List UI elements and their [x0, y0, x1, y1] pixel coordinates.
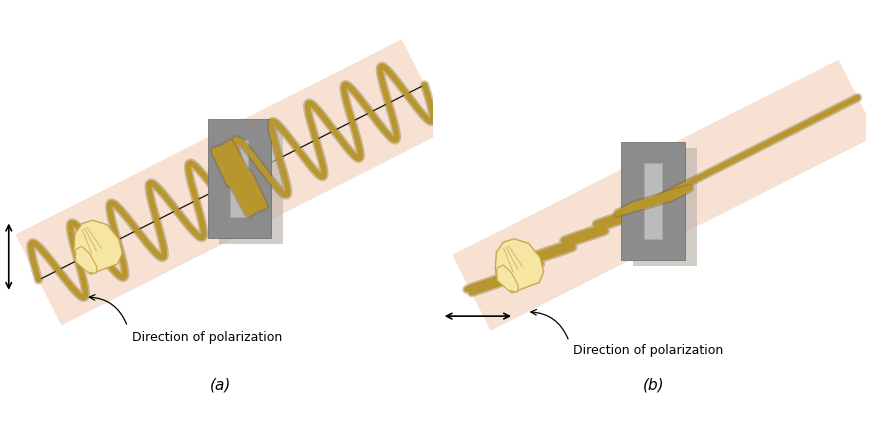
Bar — [230, 140, 248, 217]
Text: Direction of polarization: Direction of polarization — [573, 344, 724, 357]
Polygon shape — [16, 39, 448, 326]
Bar — [634, 148, 696, 267]
Polygon shape — [497, 265, 518, 292]
Polygon shape — [495, 239, 543, 293]
Polygon shape — [74, 220, 122, 274]
Bar — [207, 119, 271, 238]
Bar — [220, 125, 284, 244]
Polygon shape — [452, 59, 875, 331]
Text: (b): (b) — [643, 378, 665, 392]
Polygon shape — [75, 246, 97, 274]
Text: Direction of polarization: Direction of polarization — [132, 331, 282, 344]
Bar — [644, 163, 662, 239]
Text: (a): (a) — [210, 378, 232, 392]
Bar — [621, 142, 685, 260]
